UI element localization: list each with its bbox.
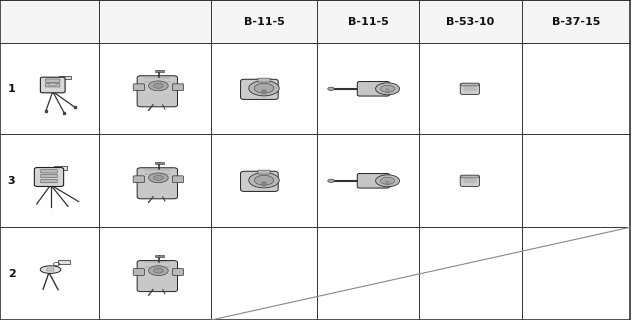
- FancyBboxPatch shape: [241, 79, 278, 100]
- FancyBboxPatch shape: [258, 78, 270, 82]
- Circle shape: [148, 173, 168, 183]
- FancyBboxPatch shape: [460, 175, 479, 187]
- FancyBboxPatch shape: [172, 176, 184, 182]
- Bar: [0, 0, 630, 43]
- Text: B-11-5: B-11-5: [244, 17, 284, 27]
- FancyBboxPatch shape: [258, 170, 270, 174]
- FancyBboxPatch shape: [137, 168, 177, 199]
- FancyBboxPatch shape: [155, 70, 164, 72]
- Text: 1: 1: [8, 84, 15, 94]
- FancyBboxPatch shape: [133, 269, 145, 275]
- FancyBboxPatch shape: [461, 175, 479, 178]
- Circle shape: [376, 175, 399, 187]
- FancyBboxPatch shape: [386, 89, 389, 92]
- Text: 3: 3: [8, 176, 15, 186]
- FancyBboxPatch shape: [45, 84, 60, 87]
- FancyBboxPatch shape: [262, 90, 266, 94]
- Text: 2: 2: [8, 268, 15, 279]
- Circle shape: [249, 173, 279, 188]
- FancyBboxPatch shape: [35, 167, 63, 187]
- FancyBboxPatch shape: [357, 173, 390, 188]
- FancyBboxPatch shape: [137, 260, 177, 292]
- FancyBboxPatch shape: [60, 76, 71, 79]
- FancyBboxPatch shape: [241, 171, 278, 191]
- FancyBboxPatch shape: [461, 83, 479, 86]
- FancyBboxPatch shape: [155, 255, 164, 257]
- FancyBboxPatch shape: [40, 77, 65, 93]
- Text: B-53-10: B-53-10: [446, 17, 495, 27]
- FancyBboxPatch shape: [41, 170, 57, 173]
- FancyBboxPatch shape: [41, 180, 57, 183]
- Circle shape: [154, 268, 163, 273]
- Ellipse shape: [40, 266, 61, 273]
- Text: B-11-5: B-11-5: [348, 17, 388, 27]
- FancyBboxPatch shape: [262, 182, 266, 186]
- FancyBboxPatch shape: [54, 166, 67, 170]
- Text: B-37-15: B-37-15: [552, 17, 600, 27]
- FancyBboxPatch shape: [155, 162, 164, 164]
- Circle shape: [154, 84, 163, 88]
- Circle shape: [328, 179, 334, 182]
- Circle shape: [249, 81, 279, 96]
- Circle shape: [148, 266, 168, 276]
- Circle shape: [328, 87, 334, 91]
- FancyBboxPatch shape: [41, 174, 57, 178]
- Circle shape: [254, 175, 274, 185]
- FancyBboxPatch shape: [137, 76, 177, 107]
- FancyBboxPatch shape: [172, 269, 184, 275]
- Ellipse shape: [49, 83, 56, 86]
- Circle shape: [381, 177, 395, 184]
- Circle shape: [381, 85, 395, 92]
- FancyBboxPatch shape: [133, 84, 145, 91]
- Circle shape: [254, 84, 274, 93]
- Circle shape: [376, 83, 399, 95]
- FancyBboxPatch shape: [47, 268, 54, 271]
- Circle shape: [154, 175, 163, 180]
- FancyBboxPatch shape: [386, 181, 389, 184]
- FancyBboxPatch shape: [357, 82, 390, 96]
- FancyBboxPatch shape: [460, 83, 479, 94]
- FancyBboxPatch shape: [58, 260, 70, 264]
- FancyBboxPatch shape: [133, 176, 145, 182]
- Circle shape: [148, 81, 168, 91]
- FancyBboxPatch shape: [45, 79, 60, 82]
- FancyBboxPatch shape: [172, 84, 184, 91]
